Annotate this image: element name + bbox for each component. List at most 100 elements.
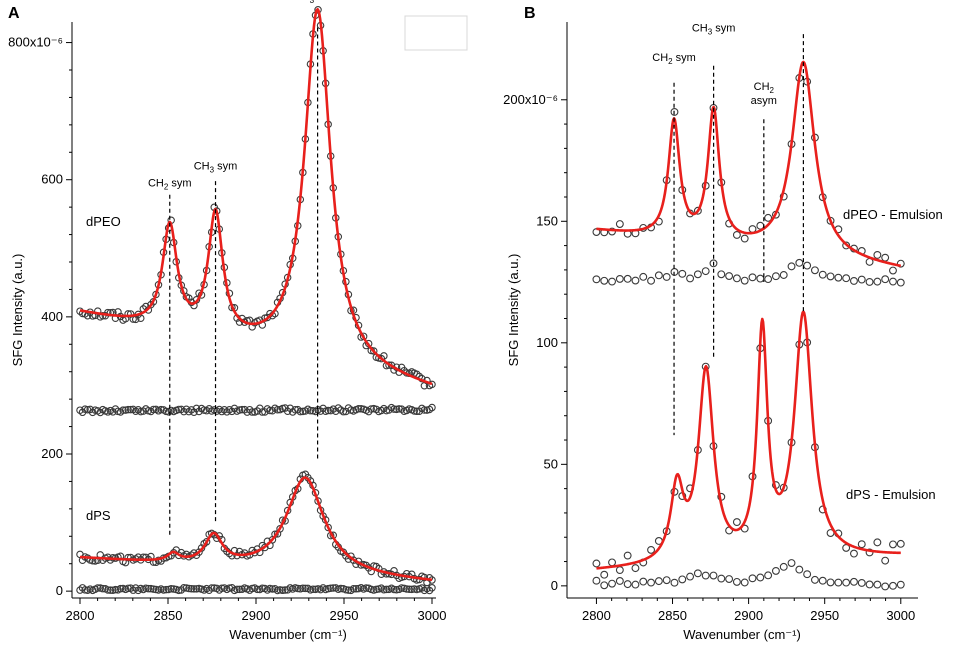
data-point [342, 586, 350, 594]
data-point [865, 548, 874, 557]
data-point [167, 584, 175, 593]
data-point [881, 253, 890, 262]
data-point [410, 407, 419, 415]
legend-box [404, 15, 468, 51]
data-point [686, 572, 695, 581]
data-point [631, 276, 640, 285]
data-point [873, 250, 882, 259]
peak-label: CH3 fermi [294, 0, 342, 5]
data-point [253, 585, 262, 594]
data-point [717, 270, 726, 279]
data-point [857, 275, 866, 284]
y-axis-label-b: SFG Intensity (a.u.) [506, 254, 521, 367]
data-point [428, 380, 436, 389]
data-point [795, 258, 804, 267]
fit-line [595, 310, 902, 570]
series-dpeo [76, 6, 436, 390]
data-point [210, 584, 218, 592]
data-point [362, 584, 370, 592]
data-point [370, 347, 378, 355]
data-point [205, 404, 213, 413]
data-point [717, 574, 726, 583]
data-point [881, 275, 890, 284]
data-point [615, 220, 624, 228]
data-point [372, 585, 381, 594]
data-point [149, 405, 158, 414]
peak-label: CH2 sym [148, 178, 192, 192]
data-point [182, 584, 191, 592]
data-point [615, 577, 624, 585]
data-point [662, 576, 671, 585]
data-point [349, 584, 358, 593]
y-tick-label: 600 [41, 172, 63, 187]
fit-line [595, 60, 902, 268]
data-point [218, 584, 226, 592]
data-point [826, 578, 835, 587]
data-point [600, 276, 609, 285]
data-point [881, 582, 890, 591]
data-point [701, 571, 710, 580]
data-point [693, 206, 702, 215]
data-point [693, 569, 702, 578]
data-point [309, 585, 317, 593]
data-point [850, 276, 858, 285]
data-point [865, 277, 874, 286]
data-point [693, 270, 702, 279]
data-point [76, 586, 84, 594]
data-point [99, 584, 107, 593]
data-point [397, 584, 406, 592]
data-point [756, 274, 765, 283]
data-point [842, 543, 851, 552]
data-point [380, 585, 388, 594]
data-point [248, 408, 256, 416]
data-point [428, 403, 436, 412]
data-point [787, 262, 796, 271]
data-point [670, 578, 679, 587]
data-point [850, 549, 858, 558]
y-tick-label: 50 [544, 456, 558, 471]
data-point [177, 405, 186, 414]
data-point [407, 585, 416, 594]
data-point [418, 584, 426, 592]
y-tick-label: 0 [551, 578, 558, 593]
data-point [647, 545, 656, 554]
data-point [623, 274, 632, 283]
data-point [291, 405, 299, 414]
data-point [390, 405, 398, 413]
data-point [286, 404, 294, 412]
peak-label: CH2 [754, 81, 775, 95]
data-point [647, 578, 656, 587]
peak-label-line2: asym [751, 95, 777, 107]
data-point [344, 586, 353, 594]
data-point [889, 581, 897, 590]
x-tick-label: 2800 [582, 608, 611, 623]
data-point [126, 405, 135, 414]
data-point [826, 272, 835, 281]
data-point [329, 584, 337, 592]
data-point [119, 406, 127, 414]
data-point [654, 577, 663, 586]
data-point [748, 574, 757, 583]
data-point [339, 407, 348, 416]
data-point [896, 259, 905, 268]
data-point [190, 408, 198, 417]
fit-line [79, 476, 433, 582]
sample-label-dps: dPS [86, 508, 111, 523]
x-tick-label: 2900 [734, 608, 763, 623]
data-point [195, 548, 203, 556]
data-point [732, 231, 741, 239]
data-point [608, 227, 616, 236]
data-point [116, 584, 125, 593]
y-tick-label: 100 [536, 335, 558, 350]
data-point [740, 234, 749, 243]
x-tick-label: 2950 [810, 608, 839, 623]
series-dps-emulsion [592, 310, 905, 579]
data-point [889, 277, 897, 286]
data-point [299, 584, 307, 593]
data-point [235, 406, 244, 414]
data-point [296, 407, 305, 416]
data-point [795, 565, 804, 574]
data-point [248, 584, 256, 593]
data-point [850, 577, 858, 586]
x-tick-label: 2950 [330, 608, 359, 623]
